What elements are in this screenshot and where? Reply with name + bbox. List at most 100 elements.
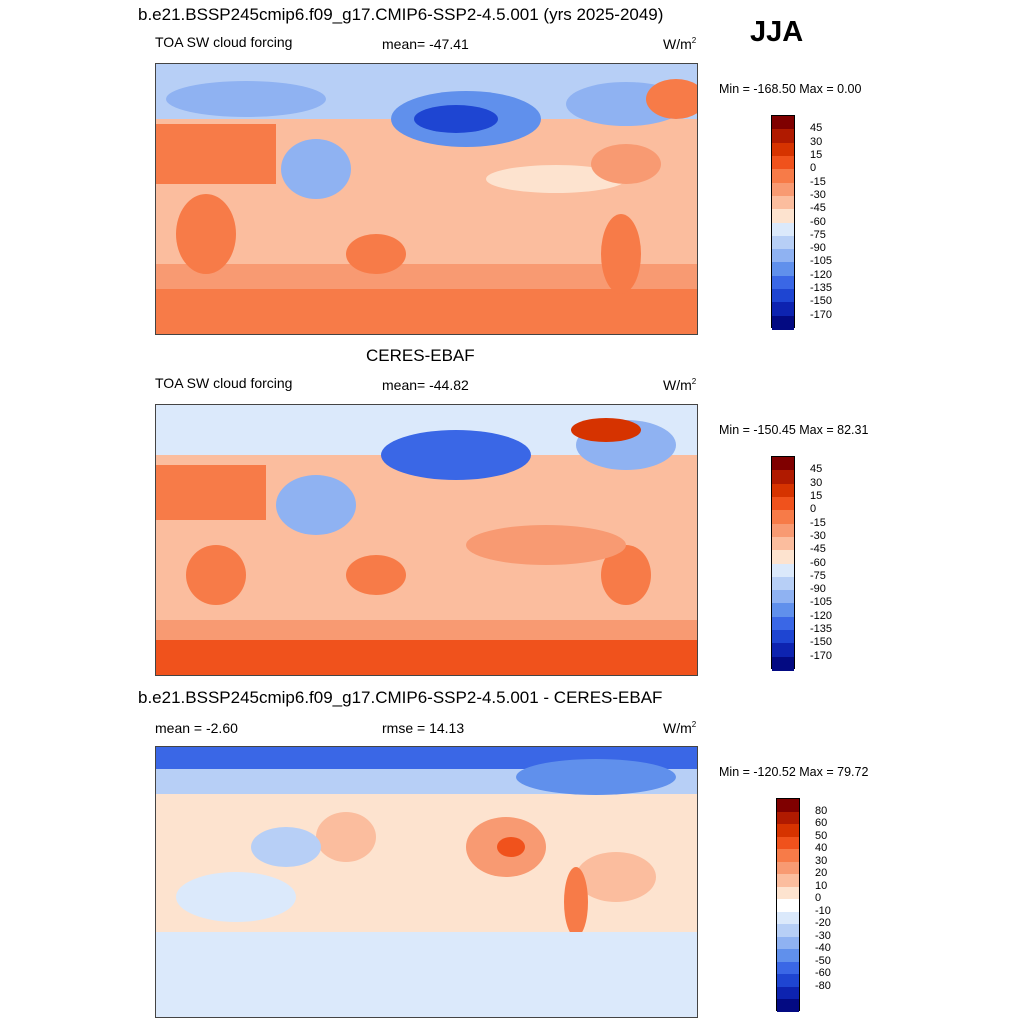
colorbar-segment (772, 182, 794, 197)
colorbar-segment (772, 457, 794, 471)
colorbar-segment (777, 911, 799, 925)
colorbar-segment (772, 262, 794, 277)
panel-obs-title: CERES-EBAF (366, 346, 475, 365)
colorbar-segment (772, 129, 794, 144)
colorbar-tick-label: 80 (815, 804, 828, 817)
colorbar-segment (772, 249, 794, 263)
colorbar-box (771, 456, 795, 671)
colorbar-box (776, 798, 800, 1013)
colorbar-segment (777, 899, 799, 913)
panel-model-mean: mean= -47.41 (382, 36, 469, 52)
colorbar-segment (772, 510, 794, 525)
panel-diff-units: W/m2 (663, 720, 697, 736)
colorbar-segment (772, 496, 794, 511)
colorbar-tick-label: -75 (810, 228, 826, 241)
season-label: JJA (750, 16, 804, 48)
colorbar-tick-label: 45 (810, 463, 823, 476)
colorbar-segment (772, 630, 794, 644)
colorbar-segment (772, 656, 794, 671)
panel-obs-units: W/m2 (663, 377, 697, 393)
colorbar-tick-label: -30 (810, 188, 826, 201)
colorbar-segment (777, 836, 799, 850)
panel-obs-minmax: Min = -150.45 Max = 82.31 (719, 423, 869, 437)
colorbar-tick-label: 0 (810, 503, 817, 516)
colorbar-segment (777, 924, 799, 938)
colorbar-tick-label: -10 (815, 904, 831, 917)
colorbar-tick-label: 15 (810, 489, 823, 502)
colorbar-tick-label: -15 (810, 516, 826, 529)
colorbar-tick-label: 45 (810, 122, 823, 135)
colorbar-segment (777, 999, 799, 1013)
colorbar-segment (772, 235, 794, 250)
panel-diff-mean: mean = -2.60 (155, 720, 238, 736)
colorbar-tick-label: 0 (810, 162, 817, 175)
colorbar-tick-label: -50 (815, 954, 831, 967)
colorbar-segment (777, 986, 799, 1000)
colorbar-segment (772, 116, 794, 130)
colorbar-tick-label: 20 (815, 867, 828, 880)
colorbar-segment (777, 824, 799, 838)
colorbar-tick-label: 15 (810, 148, 823, 161)
colorbar-segment (772, 222, 794, 237)
colorbar-tick-label: -60 (810, 556, 826, 569)
colorbar-tick-label: 60 (815, 817, 828, 830)
panel-model-map-field (156, 64, 697, 334)
colorbar-segment (772, 536, 794, 551)
colorbar-box (771, 115, 795, 330)
panel-model-map (155, 63, 698, 335)
colorbar-tick-label: -90 (810, 583, 826, 596)
colorbar-segment (772, 563, 794, 578)
panel-diff-map (155, 746, 698, 1018)
colorbar-segment (772, 289, 794, 303)
colorbar-segment (772, 483, 794, 498)
colorbar-segment (772, 470, 794, 485)
colorbar-tick-label: -60 (810, 215, 826, 228)
colorbar-segment (772, 195, 794, 210)
colorbar-segment (772, 603, 794, 618)
panel-obs-map-field (156, 405, 697, 675)
colorbar-segment (772, 523, 794, 538)
colorbar-tick-label: -135 (810, 623, 833, 636)
colorbar-segment (777, 974, 799, 988)
colorbar-tick-label: -45 (810, 543, 826, 556)
colorbar-tick-label: -170 (810, 649, 833, 662)
panel-model-units: W/m2 (663, 36, 697, 52)
colorbar-segment (772, 302, 794, 317)
colorbar-tick-label: 40 (815, 842, 828, 855)
colorbar-tick-label: -15 (810, 175, 826, 188)
colorbar-tick-label: -105 (810, 596, 833, 609)
colorbar-segment (777, 874, 799, 888)
panel-diff-title: b.e21.BSSP245cmip6.f09_g17.CMIP6-SSP2-4.… (138, 688, 663, 707)
colorbar-segment (777, 949, 799, 963)
colorbar-tick-label: -20 (815, 917, 831, 930)
panel-obs-mean: mean= -44.82 (382, 377, 469, 393)
colorbar-tick-label: -75 (810, 569, 826, 582)
panel-diff-rmse: rmse = 14.13 (382, 720, 465, 736)
colorbar-segment (777, 849, 799, 863)
colorbar-segment (772, 315, 794, 330)
colorbar-segment (777, 961, 799, 975)
panel-obs-map (155, 404, 698, 676)
colorbar-tick-label: -170 (810, 308, 833, 321)
panel-obs-variable: TOA SW cloud forcing (155, 375, 293, 391)
colorbar-tick-label: -120 (810, 609, 833, 622)
colorbar-tick-label: -30 (815, 929, 831, 942)
colorbar-tick-label: -60 (815, 967, 831, 980)
panel-model-minmax: Min = -168.50 Max = 0.00 (719, 82, 862, 96)
colorbar-segment (772, 275, 794, 290)
colorbar-tick-label: 30 (815, 854, 828, 867)
colorbar-segment (772, 576, 794, 591)
colorbar-tick-label: -45 (810, 202, 826, 215)
colorbar-segment (772, 155, 794, 170)
colorbar-segment (772, 550, 794, 564)
colorbar-segment (772, 209, 794, 223)
colorbar-tick-label: 10 (815, 879, 828, 892)
colorbar-tick-label: -135 (810, 282, 833, 295)
colorbar-tick-label: -150 (810, 636, 833, 649)
colorbar-segment (772, 616, 794, 631)
colorbar-segment (772, 142, 794, 157)
colorbar-tick-label: -105 (810, 255, 833, 268)
colorbar-segment (777, 799, 799, 813)
colorbar-tick-label: 30 (810, 135, 823, 148)
colorbar-tick-label: -40 (815, 942, 831, 955)
